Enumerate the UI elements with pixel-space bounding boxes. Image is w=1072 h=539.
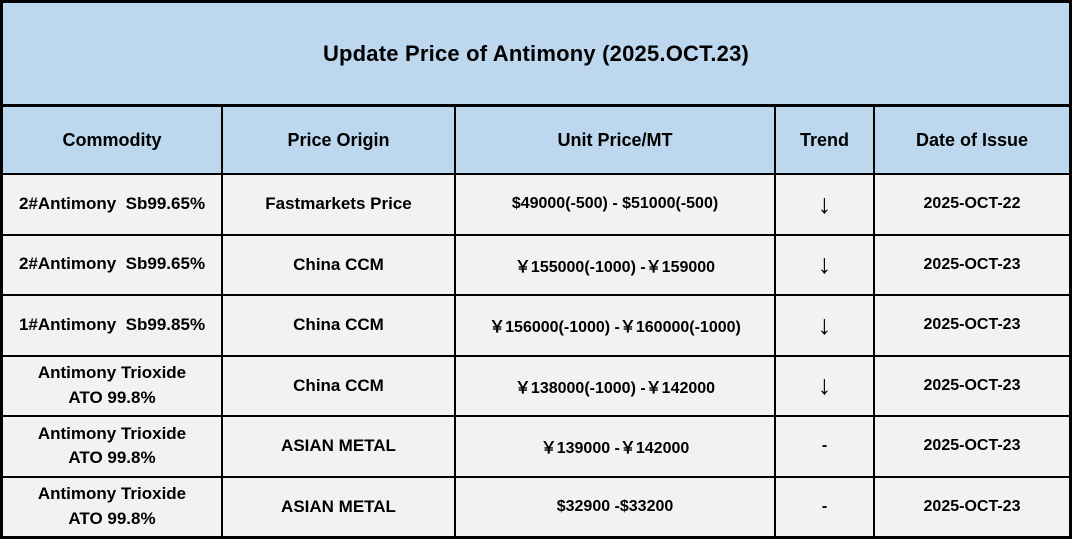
table-row: Antimony Trioxide ATO 99.8% China CCM ￥1… <box>3 356 1069 417</box>
unit-price-cell: $32900 -$33200 <box>456 477 776 536</box>
unit-price-cell: ￥139000 -￥142000 <box>456 417 776 476</box>
page-title: Update Price of Antimony (2025.OCT.23) <box>322 40 750 66</box>
trend-down-arrow-icon: ↓ <box>817 188 832 219</box>
trend-down-arrow-icon: ↓ <box>817 370 832 401</box>
commodity-cell: Antimony Trioxide ATO 99.8% <box>3 477 223 536</box>
commodity-cell: 2#Antimony Sb99.65% <box>3 175 223 234</box>
unit-price-cell: ￥138000(-1000) -￥142000 <box>456 356 776 415</box>
table-row: 2#Antimony Sb99.65% Fastmarkets Price $4… <box>3 175 1069 236</box>
column-header-date-of-issue: Date of Issue <box>915 129 1029 150</box>
date-of-issue-cell: 2025-OCT-23 <box>923 437 1021 455</box>
column-header-trend: Trend <box>776 107 875 173</box>
trend-down-arrow-icon: ↓ <box>817 249 832 280</box>
price-origin-cell: China CCM <box>223 235 456 294</box>
trend-flat-indicator: - <box>821 497 828 515</box>
commodity-cell: 2#Antimony Sb99.65% <box>3 235 223 294</box>
trend-down-arrow-icon: ↓ <box>817 309 832 340</box>
date-of-issue-cell: 2025-OCT-23 <box>923 376 1021 394</box>
column-header-commodity: Commodity <box>3 107 223 173</box>
table-row: Antimony Trioxide ATO 99.8% ASIAN METAL … <box>3 477 1069 536</box>
unit-price-cell: ￥155000(-1000) -￥159000 <box>456 235 776 294</box>
trend-cell: ↓ <box>776 356 875 415</box>
unit-price-cell: $49000(-500) - $51000(-500) <box>456 175 776 234</box>
price-origin-cell: Fastmarkets Price <box>223 175 456 234</box>
price-origin-cell: China CCM <box>223 296 456 355</box>
table-row: Antimony Trioxide ATO 99.8% ASIAN METAL … <box>3 417 1069 478</box>
trend-cell: - <box>776 477 875 536</box>
unit-price-cell: ￥156000(-1000) -￥160000(-1000) <box>456 296 776 355</box>
trend-flat-indicator: - <box>821 437 828 455</box>
table-title-bar: Update Price of Antimony (2025.OCT.23) <box>3 3 1069 107</box>
price-origin-cell: China CCM <box>223 356 456 415</box>
table-row: 1#Antimony Sb99.85% China CCM ￥156000(-1… <box>3 296 1069 357</box>
trend-cell: ↓ <box>776 296 875 355</box>
date-of-issue-cell: 2025-OCT-23 <box>923 316 1021 334</box>
price-origin-cell: ASIAN METAL <box>223 477 456 536</box>
commodity-cell: Antimony Trioxide ATO 99.8% <box>3 417 223 476</box>
table-row: 2#Antimony Sb99.65% China CCM ￥155000(-1… <box>3 235 1069 296</box>
commodity-cell: 1#Antimony Sb99.85% <box>3 296 223 355</box>
trend-cell: ↓ <box>776 175 875 234</box>
date-of-issue-cell: 2025-OCT-23 <box>923 255 1021 273</box>
column-header-price-origin: Price Origin <box>223 107 456 173</box>
commodity-cell: Antimony Trioxide ATO 99.8% <box>3 356 223 415</box>
date-of-issue-cell: 2025-OCT-22 <box>923 195 1021 213</box>
price-origin-cell: ASIAN METAL <box>223 417 456 476</box>
date-of-issue-cell: 2025-OCT-23 <box>923 497 1021 515</box>
table-header-row: Commodity Price Origin Unit Price/MT Tre… <box>3 107 1069 175</box>
trend-cell: - <box>776 417 875 476</box>
trend-cell: ↓ <box>776 235 875 294</box>
column-header-unit-price: Unit Price/MT <box>456 107 776 173</box>
